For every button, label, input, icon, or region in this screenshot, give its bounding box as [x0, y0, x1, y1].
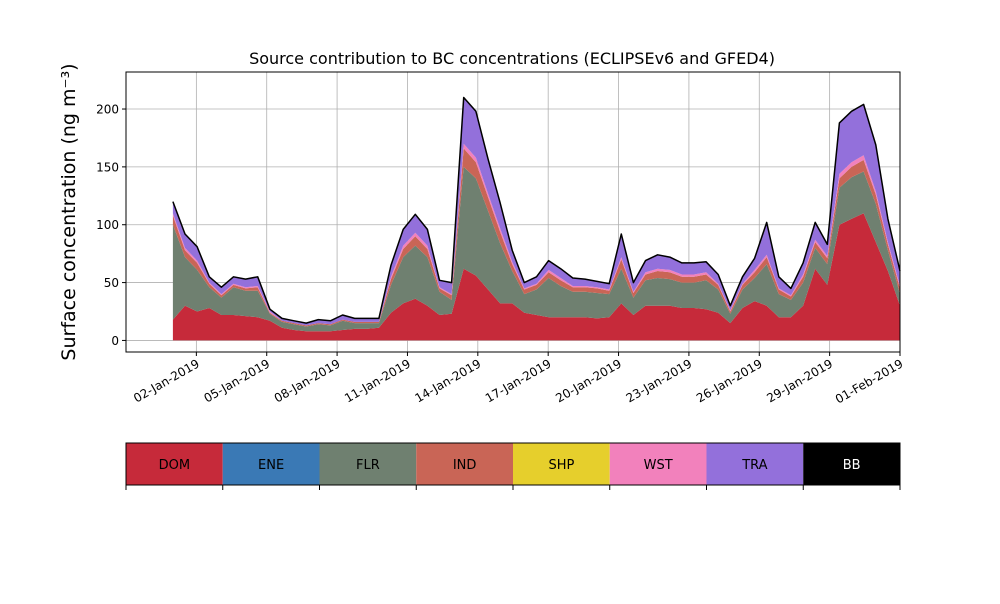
legend-swatch-wst	[609, 443, 707, 485]
x-tick-label: 23-Jan-2019	[624, 356, 695, 405]
total-line-group	[172, 96, 901, 324]
y-tick-label: 50	[104, 276, 119, 290]
legend-colorbar: DOM ENE FLR IND SHP WST TRA BB	[125, 442, 901, 490]
legend-label-bb: BB	[843, 458, 861, 473]
legend-label-dom: DOM	[159, 458, 190, 473]
legend-swatch-bb	[803, 443, 900, 485]
x-tick-label: 05-Jan-2019	[201, 356, 272, 405]
chart-title: Source contribution to BC concentrations…	[249, 49, 775, 68]
y-ticks: 0 50 100 150 200	[96, 103, 126, 348]
y-axis-label: Surface concentration (ng m⁻³)	[58, 63, 80, 360]
x-tick-label: 02-Jan-2019	[131, 356, 202, 405]
axes	[125, 71, 901, 353]
x-tick-label: 20-Jan-2019	[553, 356, 624, 405]
legend-label-flr: FLR	[356, 458, 380, 473]
x-tick-label: 17-Jan-2019	[483, 356, 554, 405]
area-dom	[172, 213, 900, 341]
x-tick-label: 26-Jan-2019	[694, 356, 765, 405]
legend-swatch-dom	[126, 443, 223, 485]
legend-swatch-ind	[416, 443, 513, 485]
x-tick-label: 11-Jan-2019	[342, 356, 413, 405]
y-tick-label: 0	[111, 334, 119, 348]
y-tick-label: 150	[96, 160, 119, 174]
y-tick-label: 100	[96, 218, 119, 232]
legend-label-shp: SHP	[548, 458, 574, 473]
x-tick-label: 14-Jan-2019	[413, 356, 484, 405]
x-tick-label: 08-Jan-2019	[272, 356, 343, 405]
y-tick-label: 200	[96, 103, 119, 117]
legend-label-ene: ENE	[258, 458, 284, 473]
x-ticks: 02-Jan-2019 05-Jan-2019 08-Jan-2019 11-Jan-…	[131, 352, 906, 406]
stacked-areas	[172, 97, 900, 341]
plot-frame	[125, 71, 901, 353]
legend-swatch-ene	[222, 443, 320, 485]
legend-swatch-tra	[706, 443, 804, 485]
area-flr	[172, 166, 900, 332]
x-tick-label: 01-Feb-2019	[833, 356, 906, 406]
legend-swatch-shp	[513, 443, 610, 485]
legend-label-ind: IND	[453, 458, 477, 473]
legend-swatch-flr	[319, 443, 417, 485]
legend-label-wst: WST	[644, 458, 673, 473]
legend-label-tra: TRA	[741, 458, 767, 473]
x-tick-label: 29-Jan-2019	[764, 356, 835, 405]
total-line	[172, 96, 901, 324]
area-tra	[172, 97, 900, 326]
